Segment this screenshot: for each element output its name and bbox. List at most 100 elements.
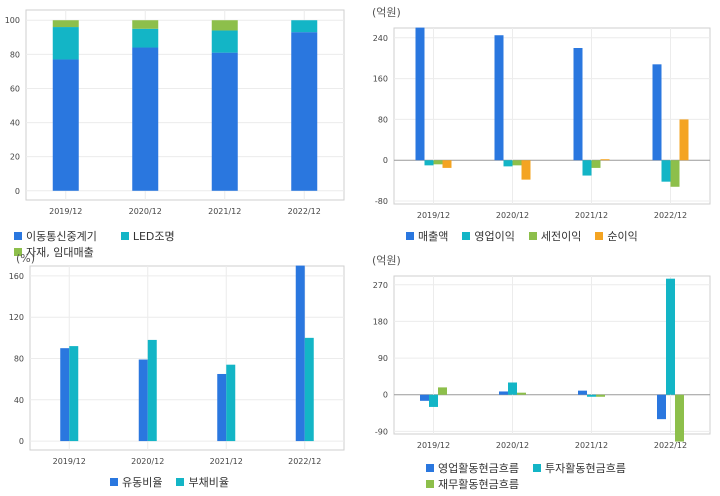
y-tick-label: -90 <box>375 427 388 436</box>
bar <box>670 160 680 187</box>
bar <box>512 160 522 166</box>
chart-panel-income: (억원) -80 0 80 160 240 2019/12 2020/12 2021/12 20… <box>360 0 720 248</box>
x-tick-label: 2021/12 <box>575 211 608 220</box>
y-tick-label: 40 <box>10 119 20 128</box>
legend-item[interactable]: 자재, 임대매출 <box>14 244 94 260</box>
bar-segment <box>211 30 238 53</box>
bar-segment <box>132 47 159 191</box>
bar <box>60 348 70 442</box>
bar <box>503 160 513 167</box>
legend-label: 자재, 임대매출 <box>26 246 94 259</box>
chart-panel-ratios: (%) 0 40 80 120 160 2019/12 2020/12 2021/12 2022… <box>0 248 360 496</box>
bar-segment <box>52 20 79 28</box>
x-tick-label: 2022/12 <box>654 211 687 220</box>
x-tick-label: 2019/12 <box>417 211 450 220</box>
legend-label: 매출액 <box>418 230 449 243</box>
bar <box>573 48 583 161</box>
legend-swatch <box>462 232 471 240</box>
x-tick-label: 2019/12 <box>417 441 450 450</box>
legend-item[interactable]: 영업이익 <box>462 228 515 244</box>
plot-area <box>25 9 345 201</box>
x-tick-label: 2021/12 <box>208 207 241 216</box>
y-tick-label: 0 <box>19 437 24 446</box>
x-tick-label: 2020/12 <box>496 441 529 450</box>
bar <box>661 160 671 182</box>
bar <box>429 394 438 407</box>
legend-label: 영업이익 <box>474 230 515 243</box>
legend-label: 순이익 <box>607 230 638 243</box>
bar-segment <box>211 20 238 31</box>
bar <box>147 339 157 442</box>
bar <box>442 160 452 168</box>
chart-panel-revenue-mix: 0 20 40 60 80 100 2019/12 2020/12 2021/12 2022/12… <box>0 0 360 259</box>
x-tick-label: 2021/12 <box>210 457 243 466</box>
y-tick-label: 0 <box>15 187 20 196</box>
unit-label-income: (억원) <box>372 6 401 19</box>
chart-panel-cashflow: (억원) -90 0 90 180 270 2019/12 2020/12 2021/12 20… <box>360 248 720 496</box>
legend-label: 부채비율 <box>188 476 229 489</box>
bar <box>666 278 675 395</box>
bar <box>295 265 305 442</box>
y-tick-label: 0 <box>383 391 388 400</box>
y-tick-label: 270 <box>373 281 388 290</box>
legend-item[interactable]: LED조명 <box>120 228 175 244</box>
legend-item[interactable]: 세전이익 <box>528 228 581 244</box>
chart-cashflow: -90 0 90 180 270 2019/12 2020/12 2021/12 2022/12 <box>373 275 711 450</box>
bar <box>657 394 666 420</box>
bar <box>521 160 531 180</box>
legend-swatch <box>14 232 22 240</box>
x-tick-label: 2021/12 <box>575 441 608 450</box>
legend-swatch <box>406 232 414 240</box>
x-tick-label: 2022/12 <box>288 457 321 466</box>
y-tick-label: 160 <box>373 75 388 84</box>
bar <box>494 35 504 161</box>
legend-label: LED조명 <box>132 230 175 243</box>
bar <box>304 337 314 442</box>
legend-swatch <box>110 478 118 486</box>
x-tick-label: 2020/12 <box>131 457 164 466</box>
legend-item[interactable]: 매출액 <box>406 228 448 244</box>
bar <box>499 391 508 395</box>
unit-label-cashflow: (억원) <box>372 254 401 267</box>
y-tick-label: 60 <box>10 84 20 93</box>
legend-label: 영업활동현금흐름 <box>438 462 519 475</box>
y-tick-label: -80 <box>375 197 388 206</box>
bar-segment <box>52 27 79 60</box>
legend-item[interactable]: 순이익 <box>595 228 638 244</box>
legend-item[interactable]: 투자활동현금흐름 <box>532 460 626 476</box>
y-tick-label: 180 <box>373 317 388 326</box>
legend-ratios: 유동비율 부채비율 <box>110 474 350 490</box>
bar-segment <box>132 28 159 48</box>
legend-item[interactable]: 부채비율 <box>176 474 229 490</box>
y-tick-label: 0 <box>383 156 388 165</box>
bar-segment <box>291 20 318 33</box>
legend-swatch <box>14 248 22 256</box>
y-tick-label: 90 <box>378 354 388 363</box>
y-tick-label: 80 <box>10 50 20 59</box>
bar <box>438 387 447 395</box>
legend-swatch <box>426 480 434 488</box>
bar <box>591 160 601 168</box>
bar <box>424 160 434 166</box>
y-tick-label: 240 <box>373 34 388 43</box>
legend-item[interactable]: 유동비율 <box>110 474 162 490</box>
x-tick-label: 2020/12 <box>496 211 529 220</box>
y-tick-label: 20 <box>10 153 20 162</box>
legend-swatch <box>176 478 185 486</box>
legend-item[interactable]: 재무활동현금흐름 <box>426 476 519 492</box>
y-tick-label: 40 <box>14 396 24 405</box>
legend-label: 이동통신중계기 <box>26 230 97 243</box>
legend-item[interactable]: 이동통신중계기 <box>14 228 97 244</box>
legend-item[interactable]: 영업활동현금흐름 <box>426 460 519 476</box>
legend-income: 매출액 영업이익 세전이익 순이익 <box>406 228 716 244</box>
bar <box>600 159 610 161</box>
x-tick-label: 2019/12 <box>53 457 86 466</box>
bar-segment <box>211 52 238 191</box>
bar <box>652 64 662 161</box>
bar-segment <box>132 20 159 29</box>
legend-swatch <box>528 232 537 240</box>
y-tick-label: 160 <box>9 272 24 281</box>
x-tick-label: 2020/12 <box>129 207 162 216</box>
